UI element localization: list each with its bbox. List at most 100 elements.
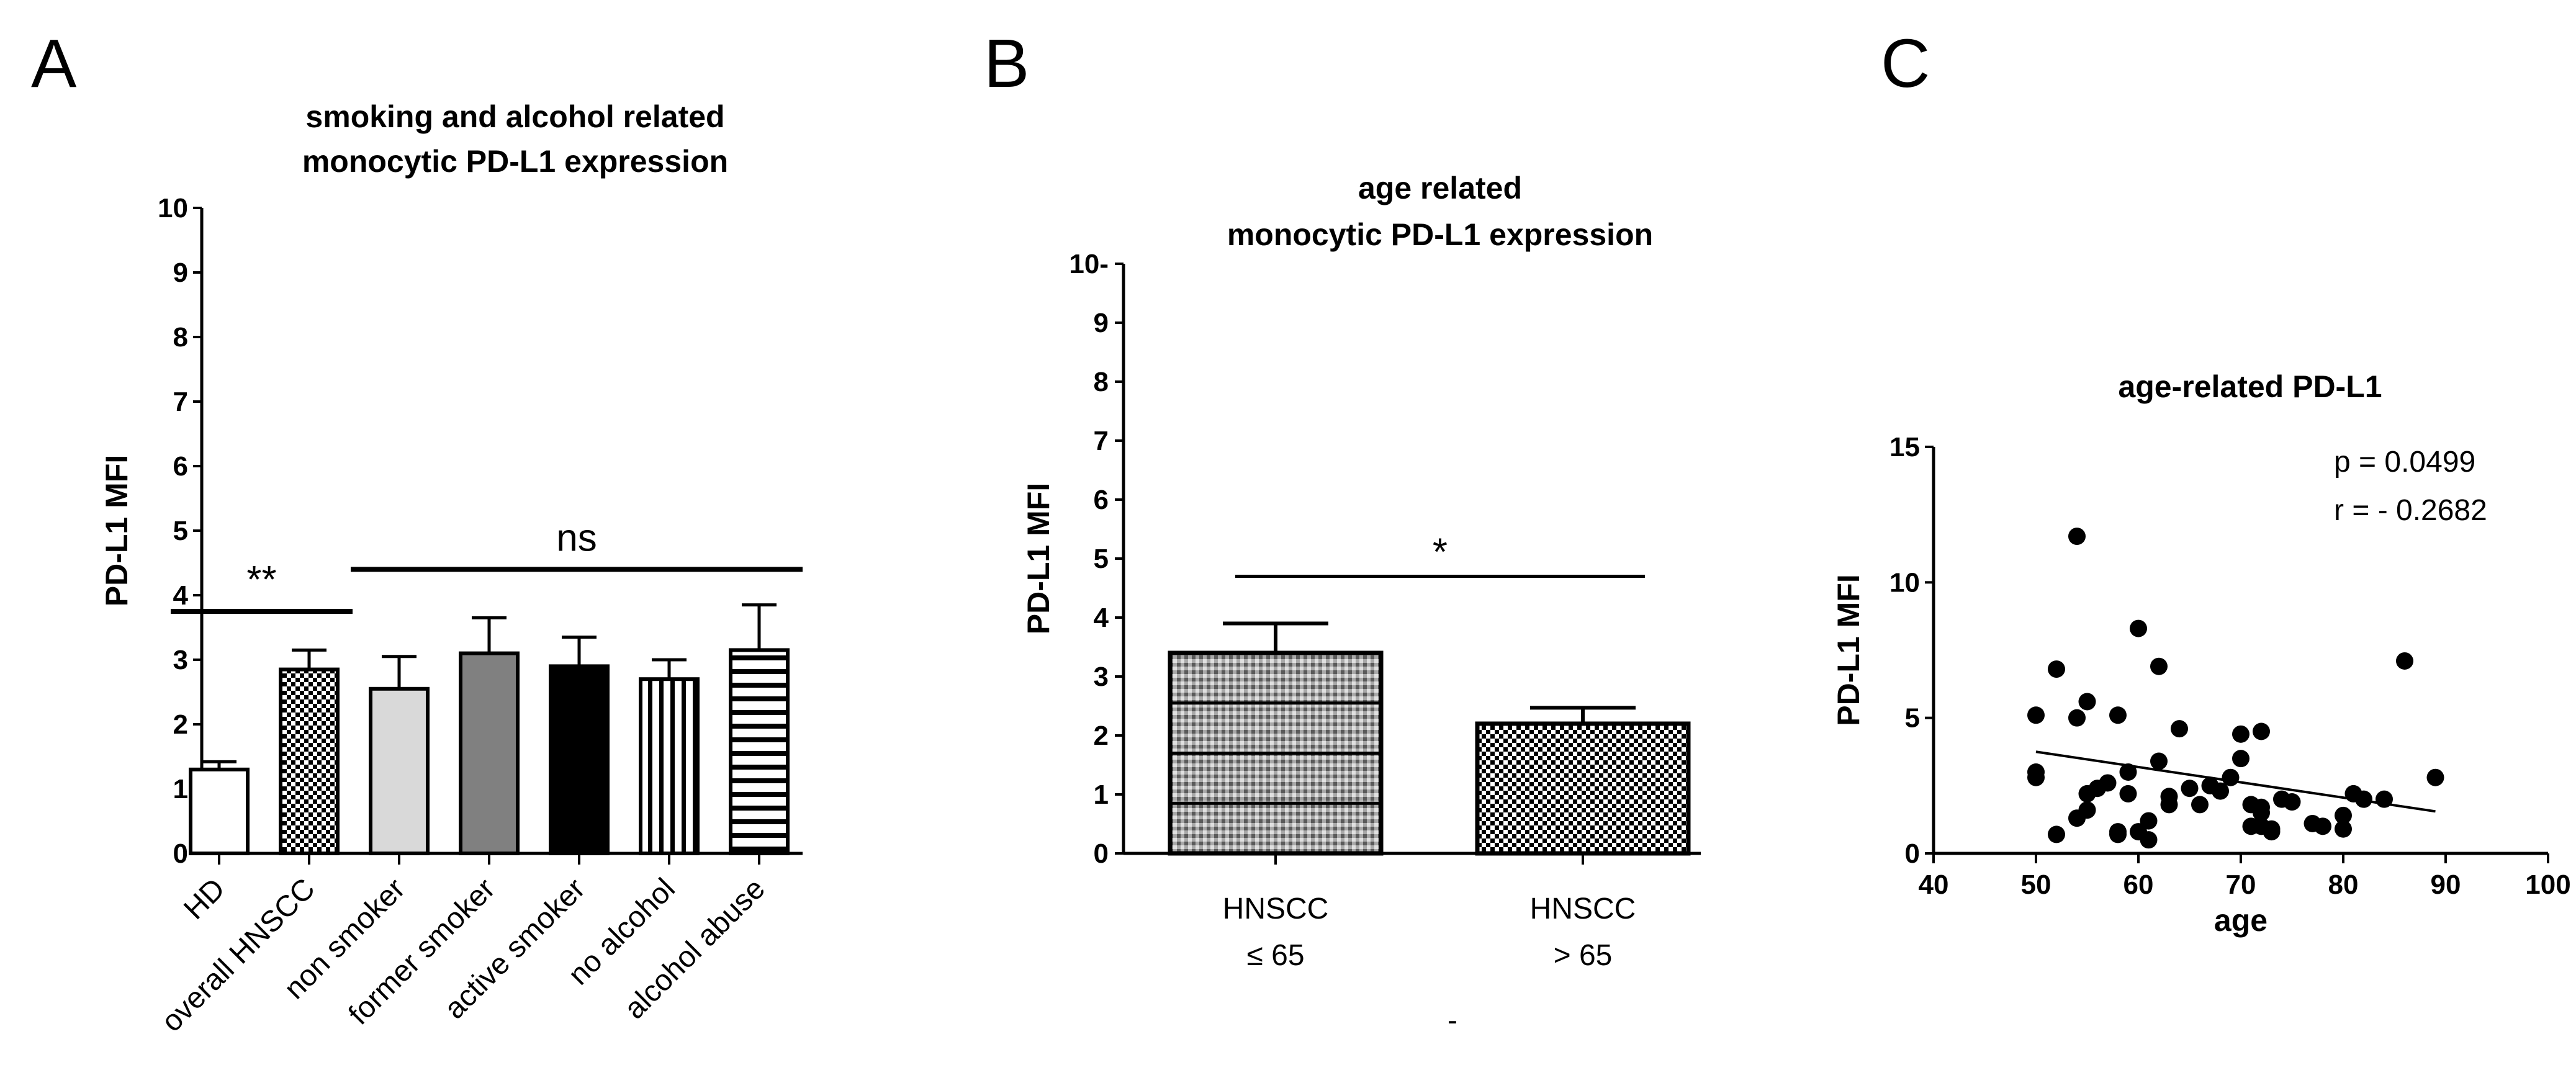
scatter-point-c [2314, 817, 2331, 835]
scatter-point-c [2109, 825, 2127, 843]
y-tick-label-a: 5 [173, 516, 188, 546]
x-category-sublabel-b: > 65 [1554, 939, 1613, 972]
y-tick-label-a: 10 [158, 193, 188, 223]
scatter-point-c [2048, 660, 2065, 678]
x-axis-label-b: - [1448, 1004, 1457, 1037]
y-tick-label-a: 0 [173, 838, 188, 869]
panel-c-chart: age-related PD-L1 0 5 10 15 PD-L1 MFI 40 50 60 70… [1831, 369, 2571, 938]
panel-b-chart: age related monocytic PD-L1 expression 0 1 2… [1021, 171, 1701, 1037]
bar-a [729, 648, 790, 856]
x-tick-label-c: 70 [2226, 870, 2256, 900]
bar-a [279, 667, 340, 855]
scatter-point-c [2140, 831, 2158, 849]
y-tick-label-b: 8 [1094, 367, 1109, 397]
scatter-point-c [2253, 722, 2270, 740]
y-tick-label-a: 4 [173, 580, 189, 611]
bar-b [1475, 721, 1691, 856]
x-tick-label-c: 40 [1919, 870, 1949, 900]
stat-label-c: p = 0.0499 [2334, 446, 2475, 479]
x-tick-label-c: 60 [2123, 870, 2154, 900]
y-tick-label-b: 7 [1094, 426, 1109, 456]
y-tick-label-a: 9 [173, 258, 188, 288]
y-tick-label-c: 15 [1889, 432, 1920, 462]
x-axis-label-c: age [2214, 903, 2268, 938]
bar-a [549, 664, 610, 856]
scatter-point-c [2078, 801, 2096, 819]
y-tick-label-c: 10 [1889, 567, 1920, 598]
scatter-point-c [2119, 785, 2137, 803]
scatter-point-c [2335, 806, 2352, 824]
y-tick-label-b: 4 [1094, 603, 1109, 633]
scatter-point-c [2048, 825, 2065, 843]
y-tick-label-a: 6 [173, 451, 188, 482]
scatter-point-c [2191, 796, 2209, 814]
x-tick-label-c: 80 [2328, 870, 2359, 900]
panel-a-chart: smoking and alcohol related monocytic PD-… [99, 99, 803, 1038]
scatter-point-c [2027, 706, 2045, 724]
scatter-point-c [2130, 619, 2147, 637]
panel-letter-a: A [31, 25, 77, 102]
stat-label-c: r = - 0.2682 [2334, 494, 2487, 527]
scatter-point-c [2283, 793, 2301, 811]
y-tick-label-b: 10- [1069, 249, 1109, 279]
scatter-point-c [2232, 750, 2249, 768]
scatter-point-c [2263, 823, 2281, 841]
scatter-point-c [2119, 763, 2137, 781]
x-tick-label-c: 90 [2431, 870, 2461, 900]
x-tick-label-c: 100 [2525, 870, 2570, 900]
scatter-point-c [2078, 693, 2096, 711]
scatter-point-c [2376, 790, 2393, 808]
significance-label-a: ** [246, 559, 276, 601]
scatter-point-c [2150, 752, 2168, 770]
bar-a [369, 686, 430, 856]
bar-a [189, 767, 250, 856]
scatter-point-c [2140, 812, 2158, 830]
x-tick-label-c: 50 [2021, 870, 2051, 900]
scatter-point-c [2335, 820, 2352, 838]
panel-letter-c: C [1881, 25, 1930, 102]
chart-c-title: age-related PD-L1 [2118, 369, 2382, 404]
significance-label-b: * [1433, 531, 1448, 574]
y-tick-label-b: 5 [1094, 544, 1109, 574]
x-category-label-a: HD [178, 872, 231, 925]
scatter-point-c [2027, 768, 2045, 786]
panel-letter-b: B [984, 25, 1029, 102]
significance-label-a: ns [556, 516, 597, 559]
scatter-point-c [2099, 774, 2117, 792]
y-tick-label-a: 2 [173, 709, 188, 740]
chart-b-title-line: monocytic PD-L1 expression [1227, 217, 1653, 252]
chart-b-title-line: age related [1358, 171, 1522, 205]
bar-a [459, 651, 520, 855]
y-axis-label-a: PD-L1 MFI [99, 455, 134, 606]
y-tick-label-b: 2 [1094, 721, 1109, 751]
y-tick-label-a: 1 [173, 774, 188, 804]
y-tick-label-a: 3 [173, 645, 188, 675]
y-tick-label-b: 0 [1094, 838, 1109, 869]
y-tick-label-a: 8 [173, 322, 188, 353]
x-category-sublabel-b: ≤ 65 [1246, 939, 1304, 972]
chart-a-title-line: smoking and alcohol related [305, 99, 724, 134]
scatter-point-c [2222, 768, 2240, 786]
scatter-point-c [2253, 804, 2270, 822]
y-tick-label-c: 5 [1905, 703, 1920, 734]
y-tick-label-b: 3 [1094, 662, 1109, 692]
scatter-point-c [2355, 790, 2372, 808]
scatter-point-c [2068, 709, 2086, 727]
x-category-label-a: overall HNSCC [155, 872, 322, 1038]
y-tick-label-c: 0 [1905, 838, 1920, 869]
scatter-point-c [2171, 720, 2188, 738]
scatter-point-c [2150, 657, 2168, 675]
scatter-point-c [2212, 782, 2229, 800]
y-tick-label-b: 9 [1094, 308, 1109, 338]
y-tick-label-b: 6 [1094, 485, 1109, 515]
y-axis-label-b: PD-L1 MFI [1021, 483, 1056, 634]
scatter-point-c [2160, 796, 2178, 814]
y-tick-label-a: 7 [173, 387, 188, 417]
scatter-point-c [2109, 706, 2127, 724]
x-category-label-b: HNSCC [1223, 892, 1329, 925]
y-tick-label-b: 1 [1094, 780, 1109, 810]
y-axis-label-c: PD-L1 MFI [1831, 574, 1866, 726]
scatter-point-c [2396, 652, 2413, 670]
scatter-point-c [2426, 768, 2444, 786]
